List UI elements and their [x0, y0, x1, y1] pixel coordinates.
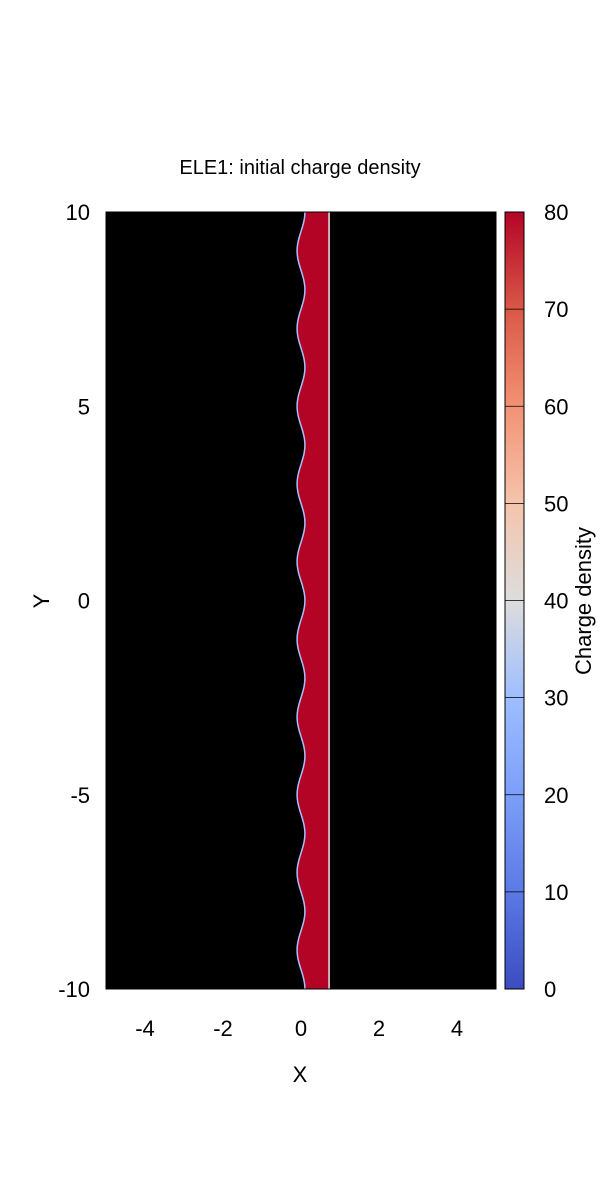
colorbar-tick-label: 30	[544, 686, 568, 711]
colorbar-tick-label: 80	[544, 200, 568, 225]
x-axis: -4 -2 0 2 4	[135, 212, 463, 1041]
y-tick-label: -10	[58, 977, 90, 1002]
colorbar-tick-label: 40	[544, 589, 568, 614]
colorbar-tick-label: 60	[544, 394, 568, 419]
charge-band	[297, 212, 330, 989]
y-axis-label: Y	[29, 593, 54, 608]
colorbar-tick-label: 20	[544, 783, 568, 808]
colorbar-frame	[504, 211, 525, 990]
y-tick-label: 0	[78, 589, 90, 614]
x-tick-label: 0	[295, 1016, 307, 1041]
x-tick-label: 4	[451, 1016, 463, 1041]
y-tick-label: -5	[70, 783, 90, 808]
x-tick-label: -2	[213, 1016, 233, 1041]
colorbar-tick-label: 10	[544, 880, 568, 905]
colorbar-ticks: 0 10 20 30 40 50 60 70 80	[544, 200, 568, 1002]
x-axis-label: X	[293, 1062, 308, 1087]
y-axis: -10 -5 0 5 10	[58, 200, 496, 1002]
colorbar-tick-label: 50	[544, 491, 568, 516]
x-tick-label: -4	[135, 1016, 155, 1041]
x-tick-label: 2	[373, 1016, 385, 1041]
y-tick-label: 10	[66, 200, 90, 225]
colorbar-tick-label: 0	[544, 977, 556, 1002]
charge-band-edge	[296, 211, 306, 990]
y-tick-label: 5	[78, 394, 90, 419]
chart-title: ELE1: initial charge density	[179, 157, 420, 179]
colorbar-tick-label: 70	[544, 297, 568, 322]
colorbar-label: Charge density	[571, 527, 596, 675]
